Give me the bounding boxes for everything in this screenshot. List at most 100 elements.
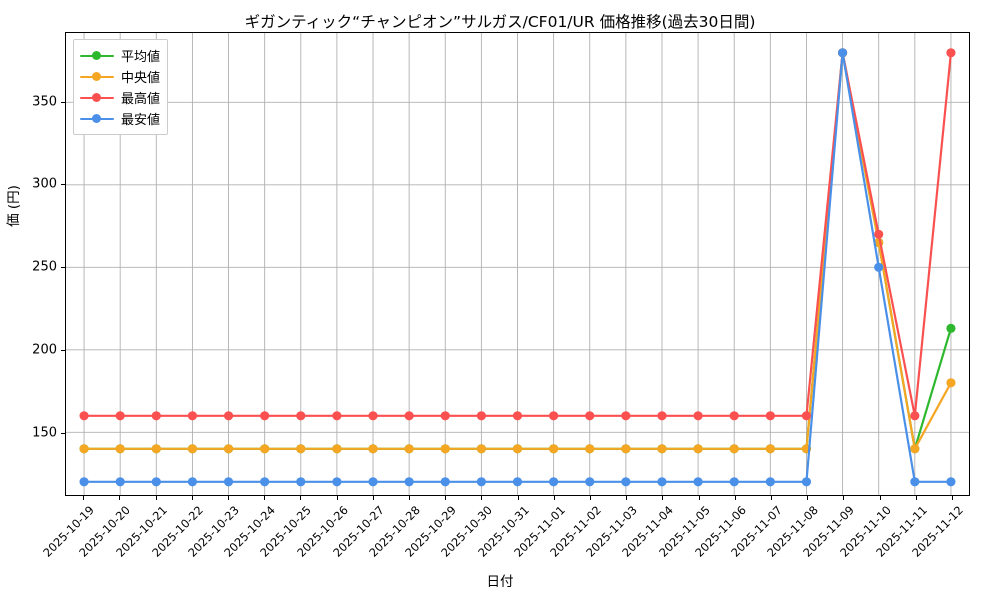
data-point: [440, 411, 450, 421]
data-point: [79, 477, 89, 487]
data-point: [187, 411, 198, 421]
legend-item-4[interactable]: 最安値: [80, 108, 160, 129]
data-point: [874, 229, 884, 239]
x-axis-tick-mark: [589, 496, 591, 500]
data-point: [151, 477, 161, 487]
data-point: [260, 444, 270, 454]
y-axis-tick-mark: [61, 433, 65, 435]
y-axis-tick-mark: [61, 101, 65, 103]
data-point: [476, 411, 486, 421]
y-axis-tick-mark: [61, 184, 65, 186]
x-axis-tick-mark: [372, 496, 374, 500]
x-axis-label: 日付: [486, 574, 514, 590]
x-axis-tick-mark: [626, 496, 628, 500]
legend-item-1[interactable]: 平均値: [80, 45, 160, 66]
x-axis-tick-mark: [807, 496, 809, 500]
data-point: [223, 444, 234, 454]
data-point: [693, 477, 703, 487]
legend-item-label: 最高値: [121, 92, 161, 107]
data-point: [512, 444, 523, 454]
data-point: [368, 411, 378, 421]
data-point: [765, 477, 775, 487]
series-line: [82, 51, 953, 417]
x-axis-tick-mark: [191, 496, 193, 500]
x-axis-tick-mark: [155, 496, 157, 500]
data-point: [440, 477, 450, 487]
data-point: [693, 444, 703, 454]
y-axis-tick-label: 300: [32, 176, 57, 192]
x-axis-tick-mark: [83, 496, 85, 500]
x-axis-tick-mark: [662, 496, 664, 500]
data-point: [332, 477, 342, 487]
data-point: [223, 477, 234, 487]
x-axis-tick-mark: [915, 496, 917, 500]
data-point: [657, 444, 667, 454]
legend-item-label: 平均値: [121, 50, 161, 65]
data-point: [801, 477, 812, 487]
data-point: [187, 444, 198, 454]
y-axis-tick-mark: [61, 267, 65, 269]
x-axis-tick-mark: [951, 496, 953, 500]
data-point: [729, 477, 739, 487]
data-point: [476, 444, 486, 454]
data-point: [874, 262, 884, 272]
data-point: [476, 477, 486, 487]
data-point: [946, 323, 956, 333]
data-point: [657, 477, 667, 487]
data-point: [549, 477, 559, 487]
data-point: [260, 411, 270, 421]
legend-swatch-icon: [80, 48, 114, 64]
data-point: [910, 477, 920, 487]
x-axis-tick-mark: [770, 496, 772, 500]
x-axis-tick-mark: [481, 496, 483, 500]
data-point: [368, 477, 378, 487]
data-point: [151, 444, 161, 454]
data-point: [79, 444, 89, 454]
data-point: [765, 411, 775, 421]
data-point: [549, 444, 559, 454]
data-point: [512, 477, 523, 487]
y-axis-tick-label: 200: [32, 342, 57, 358]
y-axis-tick-labels: 150 200 250 300 350: [0, 32, 57, 496]
data-point: [512, 411, 523, 421]
x-axis-tick-mark: [227, 496, 229, 500]
data-point: [910, 444, 920, 454]
data-point: [332, 411, 342, 421]
data-point: [585, 477, 595, 487]
data-point: [946, 378, 956, 388]
data-point: [657, 411, 667, 421]
data-point: [765, 444, 775, 454]
legend-item-3[interactable]: 最高値: [80, 87, 160, 108]
legend-item-2[interactable]: 中央値: [80, 66, 160, 87]
data-point: [729, 444, 739, 454]
x-axis-tick-mark: [119, 496, 121, 500]
data-point: [115, 411, 125, 421]
data-point: [260, 477, 270, 487]
data-point: [621, 411, 631, 421]
x-axis-tick-mark: [553, 496, 555, 500]
data-series-layer: [79, 48, 956, 487]
data-point: [585, 444, 595, 454]
data-point: [585, 411, 595, 421]
x-axis-tick-mark: [879, 496, 881, 500]
y-axis-tick-label: 250: [32, 259, 57, 275]
x-axis-tick-mark: [517, 496, 519, 500]
series-line: [82, 51, 953, 450]
data-point: [151, 411, 161, 421]
data-point: [79, 411, 89, 421]
data-point: [404, 477, 414, 487]
plot-area: [65, 32, 970, 496]
y-axis-tick-mark: [61, 350, 65, 352]
series-line: [82, 51, 953, 450]
y-axis-tick-label: 350: [32, 94, 57, 110]
data-point: [946, 48, 956, 58]
page-title: ギガンティック“チャンピオン”サルガス/CF01/UR 価格推移(過去30日間): [244, 13, 756, 31]
data-point: [729, 411, 739, 421]
data-point: [296, 411, 306, 421]
data-point: [621, 444, 631, 454]
data-point: [440, 444, 450, 454]
x-axis-tick-mark: [445, 496, 447, 500]
data-point: [801, 411, 812, 421]
data-point: [223, 411, 234, 421]
